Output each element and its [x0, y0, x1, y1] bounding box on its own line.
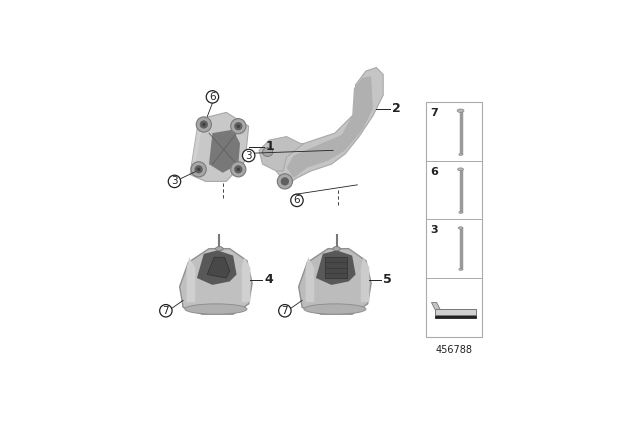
Ellipse shape	[262, 148, 273, 156]
Bar	[435, 310, 476, 315]
Text: 456788: 456788	[435, 345, 472, 355]
Circle shape	[291, 194, 303, 207]
Bar	[435, 314, 476, 319]
Text: 3: 3	[171, 177, 178, 186]
Ellipse shape	[459, 268, 462, 271]
Polygon shape	[305, 257, 314, 302]
Circle shape	[278, 305, 291, 317]
Text: 6: 6	[294, 195, 300, 205]
Circle shape	[196, 117, 211, 132]
Ellipse shape	[459, 154, 462, 155]
Ellipse shape	[458, 227, 463, 229]
Text: 5: 5	[383, 273, 392, 286]
Circle shape	[281, 177, 289, 185]
Text: 6: 6	[431, 167, 438, 177]
Polygon shape	[299, 249, 371, 314]
Polygon shape	[197, 250, 237, 285]
Text: 7: 7	[163, 306, 169, 316]
Circle shape	[195, 165, 203, 173]
Polygon shape	[361, 257, 369, 302]
Circle shape	[202, 123, 205, 126]
Circle shape	[206, 90, 219, 103]
Polygon shape	[276, 68, 383, 185]
Circle shape	[237, 125, 240, 128]
Text: 4: 4	[264, 273, 273, 286]
Circle shape	[234, 165, 243, 173]
Circle shape	[159, 305, 172, 317]
Text: 6: 6	[209, 92, 216, 102]
Ellipse shape	[333, 246, 340, 251]
Bar	[426, 102, 481, 336]
Ellipse shape	[459, 211, 462, 214]
Circle shape	[200, 121, 208, 129]
Text: 7: 7	[282, 306, 288, 316]
Bar	[324, 257, 347, 278]
Polygon shape	[259, 137, 304, 171]
Polygon shape	[287, 76, 373, 178]
Polygon shape	[190, 119, 204, 174]
Polygon shape	[431, 302, 440, 310]
Ellipse shape	[216, 246, 223, 251]
Ellipse shape	[304, 304, 366, 314]
Circle shape	[231, 119, 246, 134]
Circle shape	[231, 162, 246, 177]
Polygon shape	[209, 129, 240, 173]
Text: 3: 3	[245, 151, 252, 160]
Circle shape	[237, 168, 240, 171]
Polygon shape	[187, 257, 195, 302]
Text: 1: 1	[266, 140, 275, 153]
Ellipse shape	[457, 109, 464, 112]
Polygon shape	[180, 249, 252, 314]
Ellipse shape	[458, 168, 463, 171]
Text: 3: 3	[431, 225, 438, 235]
Text: 2: 2	[392, 103, 401, 116]
Circle shape	[277, 174, 292, 189]
Circle shape	[191, 162, 206, 177]
Polygon shape	[316, 250, 356, 285]
Polygon shape	[242, 257, 250, 302]
Circle shape	[234, 122, 243, 130]
Circle shape	[243, 149, 255, 162]
Circle shape	[197, 168, 200, 171]
Ellipse shape	[185, 304, 247, 314]
Text: 7: 7	[431, 108, 438, 118]
Polygon shape	[207, 257, 230, 278]
Circle shape	[168, 175, 180, 188]
Polygon shape	[190, 112, 249, 181]
